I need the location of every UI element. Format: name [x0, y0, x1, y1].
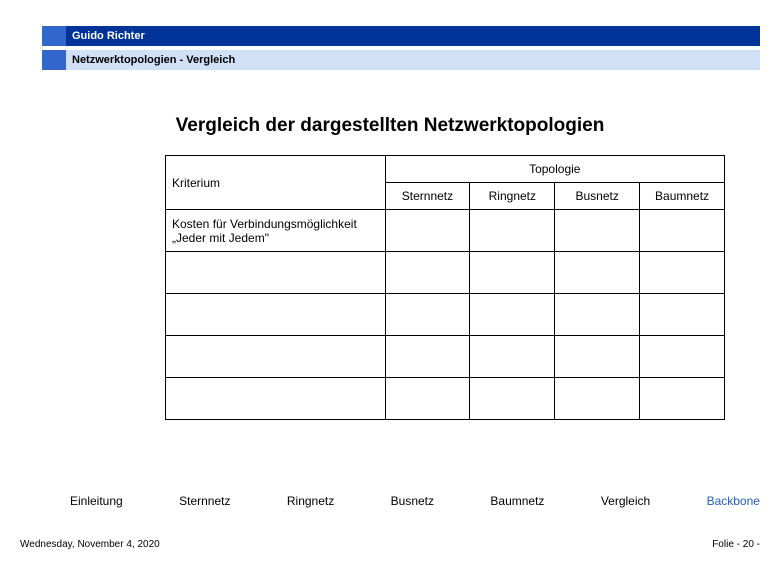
value-cell — [640, 336, 725, 378]
topology-header: Topologie — [385, 156, 724, 183]
value-cell — [385, 336, 470, 378]
criterion-cell — [166, 294, 386, 336]
criterion-cell — [166, 252, 386, 294]
nav-ringnetz[interactable]: Ringnetz — [287, 494, 334, 508]
value-cell — [555, 252, 640, 294]
col-busnetz: Busnetz — [555, 183, 640, 210]
value-cell — [470, 252, 555, 294]
table-row — [166, 336, 725, 378]
footer-date: Wednesday, November 4, 2020 — [20, 539, 160, 550]
nav-backbone[interactable]: Backbone — [707, 494, 760, 508]
criterion-cell: Kosten für Verbindungsmöglichkeit „Jeder… — [166, 210, 386, 252]
value-cell — [470, 378, 555, 420]
subtitle-row: Netzwerktopologien - Vergleich — [42, 50, 760, 70]
header-band: Guido Richter Netzwerktopologien - Vergl… — [42, 26, 760, 70]
value-cell — [555, 294, 640, 336]
value-cell — [470, 294, 555, 336]
comparison-table: Kriterium Topologie Sternnetz Ringnetz B… — [165, 155, 725, 420]
author-name: Guido Richter — [66, 26, 760, 46]
table-row — [166, 378, 725, 420]
slide-subtitle: Netzwerktopologien - Vergleich — [66, 50, 760, 70]
table-row — [166, 294, 725, 336]
value-cell — [640, 252, 725, 294]
nav-einleitung[interactable]: Einleitung — [70, 494, 123, 508]
col-ringnetz: Ringnetz — [470, 183, 555, 210]
col-sternnetz: Sternnetz — [385, 183, 470, 210]
criterion-cell — [166, 378, 386, 420]
nav-baumnetz[interactable]: Baumnetz — [490, 494, 544, 508]
criterion-cell — [166, 336, 386, 378]
nav-sternnetz[interactable]: Sternnetz — [179, 494, 230, 508]
value-cell — [555, 336, 640, 378]
author-row: Guido Richter — [42, 26, 760, 46]
header-accent-block-2 — [42, 50, 66, 70]
table-row — [166, 252, 725, 294]
criterion-header: Kriterium — [166, 156, 386, 210]
value-cell — [555, 210, 640, 252]
value-cell — [385, 252, 470, 294]
value-cell — [470, 336, 555, 378]
table-row: Kosten für Verbindungsmöglichkeit „Jeder… — [166, 210, 725, 252]
nav-busnetz[interactable]: Busnetz — [391, 494, 434, 508]
page-title: Vergleich der dargestellten Netzwerktopo… — [0, 115, 780, 137]
col-baumnetz: Baumnetz — [640, 183, 725, 210]
value-cell — [555, 378, 640, 420]
value-cell — [640, 294, 725, 336]
value-cell — [640, 378, 725, 420]
footer-page: Folie - 20 - — [712, 539, 760, 550]
nav-vergleich[interactable]: Vergleich — [601, 494, 650, 508]
value-cell — [385, 294, 470, 336]
value-cell — [640, 210, 725, 252]
header-accent-block-1 — [42, 26, 66, 46]
value-cell — [385, 210, 470, 252]
value-cell — [470, 210, 555, 252]
nav-bar: Einleitung Sternnetz Ringnetz Busnetz Ba… — [70, 494, 760, 508]
value-cell — [385, 378, 470, 420]
